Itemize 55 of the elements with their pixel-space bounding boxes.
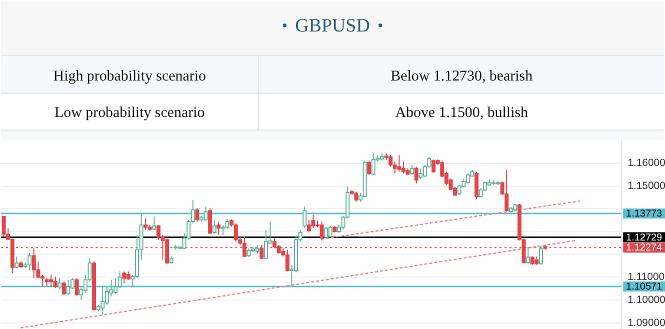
candlestick (225, 218, 230, 230)
candlestick (526, 246, 530, 264)
candlestick (371, 152, 376, 176)
y-tick-label: 1.10000 (628, 295, 665, 306)
candlestick (195, 208, 200, 222)
ref-line-label: 1.12274 (626, 242, 663, 254)
candlestick (466, 172, 470, 184)
candlestick (474, 171, 479, 200)
candlestick (152, 216, 156, 230)
candlestick (285, 249, 290, 272)
candlestick (212, 219, 216, 234)
y-tick-label: 1.16000 (628, 158, 665, 170)
candlestick (204, 206, 208, 222)
candlestick (504, 169, 509, 212)
y-tick-label: 1.09000 (628, 318, 665, 329)
candlestick (49, 274, 54, 288)
candlestick (388, 154, 393, 168)
candlestick (328, 225, 332, 238)
ref-line-label: 1.13773 (626, 208, 663, 220)
candlestick (397, 154, 402, 172)
text: Low probability scenario (54, 105, 205, 122)
candlestick (311, 214, 316, 229)
candlestick (367, 160, 372, 176)
ref-line-label: 1.10571 (626, 282, 663, 292)
candlestick (58, 278, 62, 290)
candlestick (28, 252, 32, 270)
candlestick (100, 286, 105, 316)
ref-line-label: 1.12729 (626, 232, 663, 244)
candlestick (306, 219, 311, 233)
candlestick (414, 166, 418, 184)
y-tick-label: 1.15000 (628, 180, 665, 192)
candlestick (302, 206, 307, 229)
candlestick (234, 222, 238, 242)
candlestick (144, 218, 148, 230)
candlestick (62, 281, 66, 296)
candlestick (432, 158, 436, 174)
candlestick (418, 168, 423, 180)
candlestick (320, 221, 324, 241)
candlestick (53, 276, 58, 289)
candlestick (2, 215, 6, 238)
candlestick (122, 270, 126, 284)
candlestick (354, 191, 358, 202)
chart-title: GBPUSD (295, 15, 370, 36)
candlestick (66, 279, 70, 296)
y-tick-label: 1.11000 (628, 272, 665, 284)
candlestick (216, 221, 221, 236)
candlestick (74, 278, 79, 296)
candlestick (410, 164, 414, 176)
text: High probability scenario (53, 68, 206, 84)
candlestick (118, 270, 122, 289)
candlestick (208, 208, 212, 234)
text: Above 1.1500, bullish (395, 105, 529, 122)
candlestick (32, 248, 36, 279)
candlestick (538, 245, 543, 266)
text: Below 1.12730, bearish (390, 68, 534, 84)
